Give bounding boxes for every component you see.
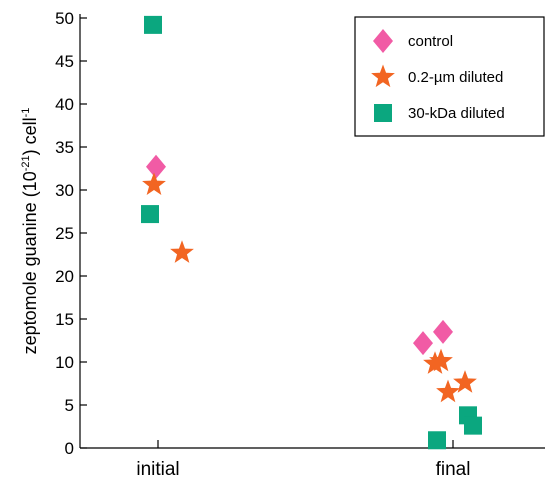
y-tick-label: 50: [55, 9, 74, 28]
legend-marker-square: [374, 104, 392, 122]
y-tick-label: 45: [55, 52, 74, 71]
data-point-star: [429, 348, 453, 372]
data-point-diamond: [433, 319, 453, 344]
legend-label: control: [408, 33, 453, 50]
data-point-diamond: [146, 154, 166, 179]
y-tick-label: 20: [55, 267, 74, 286]
y-axis-title-exp1: -21: [20, 155, 32, 171]
y-tick-label: 10: [55, 353, 74, 372]
x-tick-label-initial: initial: [136, 459, 179, 480]
y-axis-title-main: zeptomole guanine (10: [20, 171, 40, 354]
data-point-square: [428, 431, 446, 450]
x-ticks: initial final: [136, 440, 470, 480]
data-point-star: [423, 351, 447, 374]
data-point-square: [141, 205, 159, 224]
y-tick-label: 40: [55, 95, 74, 114]
y-tick-label: 35: [55, 138, 74, 157]
y-tick-label: 15: [55, 310, 74, 329]
data-point-star: [170, 240, 194, 263]
y-tick-label: 25: [55, 224, 74, 243]
x-tick-label-final: final: [436, 459, 471, 480]
y-tick-label: 0: [65, 439, 74, 458]
data-point-star: [436, 379, 460, 403]
legend-label: 0.2-µm diluted: [408, 69, 503, 86]
data-point-diamond: [413, 331, 433, 356]
legend-marker-diamond: [373, 29, 393, 53]
y-tick-label: 30: [55, 181, 74, 200]
legend-label: 30-kDa diluted: [408, 105, 505, 122]
y-axis-title: zeptomole guanine (10-21) cell-1: [20, 108, 40, 355]
data-point-star: [453, 370, 477, 393]
y-axis-title-text: zeptomole guanine (10-21) cell-1: [20, 108, 40, 355]
data-point-square: [144, 15, 162, 34]
y-ticks: 0 5 10 15 20 25 30 35 40 45 50: [55, 9, 87, 458]
y-axis-title-mid: ) cell: [20, 117, 40, 155]
data-points: [141, 15, 482, 450]
data-point-square: [464, 416, 482, 435]
y-tick-label: 5: [65, 396, 74, 415]
legend: control 0.2-µm diluted 30-kDa diluted: [354, 16, 545, 137]
legend-marker-star: [371, 64, 395, 88]
y-axis-title-exp2: -1: [20, 108, 32, 118]
data-point-star: [142, 172, 166, 195]
